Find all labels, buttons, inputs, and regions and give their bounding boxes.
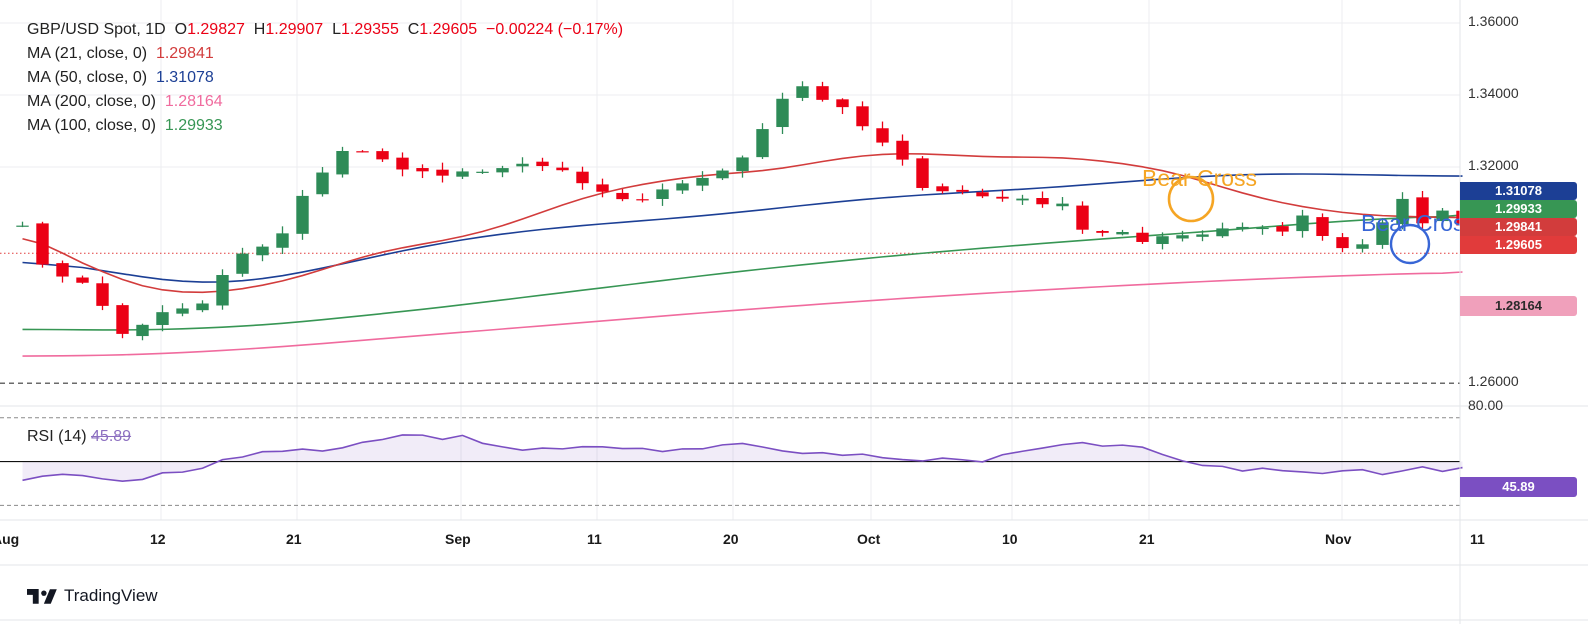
svg-text:Bear Cross: Bear Cross <box>1142 165 1257 191</box>
svg-text:Bear Cross: Bear Cross <box>1361 210 1476 236</box>
